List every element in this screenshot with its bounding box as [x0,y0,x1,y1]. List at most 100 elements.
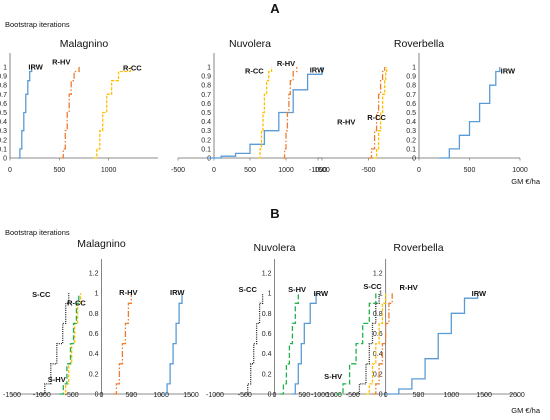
series-label-irw: IRW [170,288,185,297]
y-tick-label: 0.2 [201,137,211,144]
chart-title: Roverbella [394,38,444,50]
x-tick-label: 500 [413,392,425,399]
series-label-s-hv: S-HV [48,375,66,384]
y-tick-label: 0.6 [89,331,99,338]
chart-title: Nuvolera [253,242,295,254]
y-tick-label: 0.8 [0,83,7,90]
series-line-irw [17,67,33,159]
chart-panel-b-nuvolera: Nuvolera -1000 -500 0 500 1000 0 0.2 0.4 0.6 0.8 1 1… [206,242,342,399]
y-tick-label: 0.1 [0,146,7,153]
series-label-r-hv: R-HV [337,117,355,126]
series-line-irw [385,293,479,395]
y-tick-label: 0 [379,392,383,399]
series-line-s-cc [38,293,70,395]
series-line-s-hv [336,293,377,395]
x-tick-label: -500 [238,392,252,399]
y-tick-label: 0.2 [0,137,7,144]
panel-b-ylabel: Bootstrap iterations [5,228,70,237]
y-tick-label: 0.2 [406,137,416,144]
chart-panel-b-malagnino: Malagnino -1500 -1000 -500 0 500 1000 1500 0 0.2 0… [3,238,199,399]
y-tick-label: 1 [207,65,211,72]
y-tick-label: 0.5 [201,110,211,117]
y-tick-label: 0.1 [201,146,211,153]
y-tick-label: 0.3 [406,128,416,135]
x-tick-label: -500 [361,167,375,174]
y-tick-label: 1.2 [262,271,272,278]
x-tick-label: 500 [298,392,310,399]
x-tick-label: 1500 [476,392,492,399]
x-tick-label: -500 [346,392,360,399]
series-label-s-hv: S-HV [324,372,342,381]
chart-panel-b-roverbella: Roverbella -1000 -500 0 500 1000 1500 2000 0 0.2 0… [311,242,525,399]
y-tick-label: 1.2 [373,271,383,278]
panel-b-xlabel: GM €/ha [511,406,541,415]
y-tick-label: 0.8 [262,311,272,318]
x-tick-label: -1000 [311,392,329,399]
x-tick-label: 0 [8,167,12,174]
y-tick-label: 0.9 [0,74,7,81]
y-tick-label: 0.4 [262,351,272,358]
panel-a-xlabel: GM €/ha [511,177,541,186]
series-label-r-hv: R-HV [119,288,137,297]
series-line-r-hv [113,293,132,395]
chart-panel-a-nuvolera: Nuvolera -500 0 500 1000 1500 0 0.1 0.2 0.3 0.4 0.5… [171,38,330,174]
series-line-irw [206,67,323,159]
x-tick-label: -1000 [33,392,51,399]
series-line-irw [164,293,183,395]
y-tick-label: 1 [95,291,99,298]
x-tick-label: 500 [53,167,65,174]
x-tick-label: -500 [65,392,79,399]
y-tick-label: 0.8 [201,83,211,90]
series-label-irw: IRW [501,66,516,75]
y-tick-label: 0.6 [0,101,7,108]
series-line-r-cc [366,293,387,395]
y-tick-label: 0.8 [89,311,99,318]
x-tick-label: 0 [417,167,421,174]
y-tick-label: 0.1 [406,146,416,153]
y-tick-label: 0.8 [406,83,416,90]
chart-title: Malagnino [77,238,126,250]
x-tick-label: 0 [212,167,216,174]
y-tick-label: 0.8 [373,311,383,318]
y-tick-label: 1 [268,291,272,298]
y-tick-label: 1 [412,65,416,72]
x-tick-label: 500 [464,167,476,174]
y-tick-label: 0.4 [201,119,211,126]
series-label-r-cc: R-CC [67,298,86,307]
x-tick-label: 500 [125,392,137,399]
y-tick-label: 0.5 [0,110,7,117]
x-tick-label: 0 [384,392,388,399]
series-label-s-cc: S-CC [363,282,382,291]
x-tick-label: -1000 [309,167,327,174]
chart-panel-a-malagnino: Malagnino 0 500 1000 0 0.1 0.2 0.3 0.4 0.5 0.6 0.7 0… [0,38,158,174]
x-tick-label: 500 [244,167,256,174]
y-tick-label: 0 [3,156,7,163]
series-line-r-hv [61,67,80,159]
series-line-s-hv [280,293,299,395]
y-tick-label: 0.2 [373,371,383,378]
y-tick-label: 0.6 [262,331,272,338]
series-label-r-cc: R-CC [367,113,386,122]
series-label-r-hv: R-HV [399,283,417,292]
series-label-irw: IRW [28,63,43,72]
y-tick-label: 0.4 [89,351,99,358]
series-label-s-cc: S-CC [32,290,51,299]
series-label-irw: IRW [472,289,487,298]
series-line-r-cc [373,67,388,159]
series-label-irw: IRW [314,289,329,298]
x-tick-label: 1000 [101,167,117,174]
series-line-r-hv [368,67,386,159]
y-tick-label: 1 [379,291,383,298]
x-tick-label: -500 [171,167,185,174]
y-tick-label: 0.3 [201,128,211,135]
chart-panel-a-roverbella: Roverbella -1000 -500 0 500 1000 0 0.1 0.2 0.3 0.4… [309,38,528,174]
y-tick-label: 0.7 [201,92,211,99]
y-tick-label: 0.6 [201,101,211,108]
series-label-r-hv: R-HV [277,59,295,68]
y-tick-label: 0.9 [201,74,211,81]
y-tick-label: 0 [412,156,416,163]
y-tick-label: 0.4 [373,351,383,358]
x-tick-label: 1500 [314,167,330,174]
y-tick-label: 0 [95,392,99,399]
panel-a-ylabel: Bootstrap iterations [5,20,70,29]
